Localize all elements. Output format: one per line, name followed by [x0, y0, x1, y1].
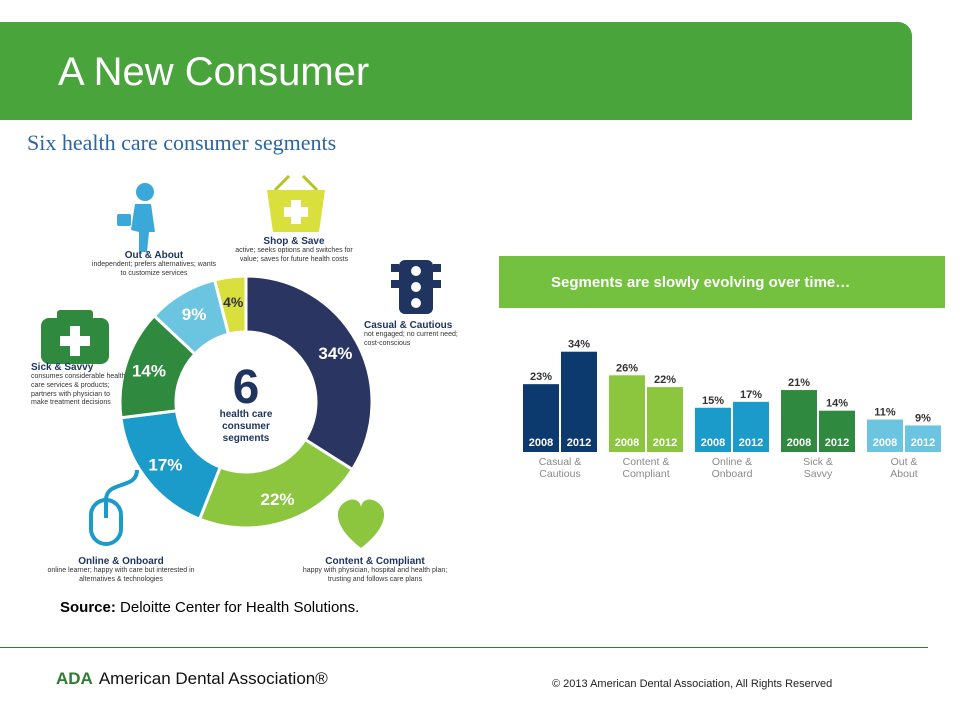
segment-name: Casual & Cautious	[364, 320, 453, 331]
bar-value-label: 21%	[788, 377, 810, 389]
bar-value-label: 22%	[654, 374, 676, 386]
computer-mouse-icon	[89, 469, 139, 546]
category-label: Onboard	[712, 468, 753, 480]
segment-name: Online & Onboard	[78, 556, 164, 567]
footer-divider	[0, 647, 928, 648]
trend-bar	[695, 407, 731, 452]
donut-slice	[197, 437, 355, 530]
trend-bar	[561, 351, 597, 452]
donut-center-text-line: segments	[223, 433, 270, 444]
donut-slice-label: 17%	[148, 456, 182, 475]
walking-person-icon	[117, 183, 155, 252]
donut-slice-label: 34%	[318, 344, 352, 363]
bar-value-label: 9%	[915, 412, 931, 424]
category-label: Content &	[623, 456, 670, 468]
category-label: Cautious	[539, 468, 580, 480]
segments-donut-chart: 34%22%17%14%9%4% 6 health care consumer …	[41, 174, 441, 548]
bar-year-label: 2008	[615, 437, 639, 449]
donut-center-number: 6	[233, 361, 260, 414]
bar-value-label: 23%	[530, 371, 552, 383]
bar-value-label: 15%	[702, 395, 724, 407]
bar-year-label: 2008	[701, 437, 725, 449]
trend-bar-chart: 2008 23% 2012 34% Casual &Cautious 2008 26% 201…	[523, 339, 941, 480]
segment-description: not engaged; no current need; cost-consc…	[364, 331, 458, 347]
category-label: Out &	[891, 456, 918, 468]
title-bar	[0, 22, 912, 120]
trend-chart-panel: Segments are slowly evolving over time… …	[499, 256, 945, 484]
trend-bar	[523, 384, 559, 452]
bar-year-label: 2012	[911, 437, 935, 449]
segments-infographic: Six health care consumer segments 34% 22%…	[17, 120, 479, 590]
category-label: Casual &	[539, 456, 582, 468]
donut-slice-label: 14%	[132, 361, 166, 380]
donut-slice	[244, 274, 374, 472]
bar-value-label: 17%	[740, 389, 762, 401]
bar-year-label: 2012	[567, 437, 591, 449]
segment-description: consumes considerable health care servic…	[31, 373, 126, 407]
bar-year-label: 2008	[529, 437, 553, 449]
segment-label: Shop & Save active; seeks options and sw…	[235, 236, 353, 265]
segment-name: Sick & Savvy	[31, 362, 94, 373]
donut-slice	[212, 274, 248, 337]
bar-value-label: 34%	[568, 339, 590, 351]
bar-year-label: 2008	[873, 437, 897, 449]
heart-icon	[337, 499, 385, 548]
trend-bar	[733, 401, 769, 452]
trend-bar	[647, 387, 683, 452]
slide-title: A New Consumer	[58, 50, 370, 94]
source-text: Deloitte Center for Health Solutions.	[115, 599, 360, 616]
trend-bar	[905, 425, 941, 452]
ada-logo-name: American Dental Association®	[98, 669, 328, 688]
source-citation: Source: Deloitte Center for Health Solut…	[60, 599, 359, 616]
copyright-notice: © 2013 American Dental Association, All …	[552, 678, 833, 690]
bar-year-label: 2012	[825, 437, 849, 449]
donut-slice-label: 4%	[223, 294, 244, 310]
trend-bar	[867, 419, 903, 452]
segment-name: Out & About	[124, 250, 184, 261]
donut-center-text-line: consumer	[222, 421, 270, 432]
donut-slice-label: 9%	[182, 305, 207, 324]
segment-label: Out & About independent; prefers alterna…	[89, 250, 219, 279]
trend-chart-banner	[499, 256, 945, 308]
segment-label: Casual & Cautious not engaged; no curren…	[364, 320, 464, 349]
ada-logo-abbr: ADA	[56, 669, 93, 688]
donut-slice-label: 22%	[261, 490, 295, 509]
bar-value-label: 26%	[616, 362, 638, 374]
trend-bar	[819, 410, 855, 452]
medical-kit-icon	[41, 310, 109, 364]
category-label: About	[890, 468, 918, 480]
segment-description: happy with physician, hospital and healt…	[302, 567, 448, 583]
segment-label: Content & Compliant happy with physician…	[297, 556, 453, 585]
segment-description: online learner; happy with care but inte…	[47, 567, 195, 583]
segment-name: Content & Compliant	[325, 556, 425, 567]
segment-name: Shop & Save	[263, 236, 325, 247]
category-label: Sick &	[803, 456, 833, 468]
shopping-basket-icon	[267, 174, 325, 232]
ada-logo: ADA American Dental Association®	[56, 669, 328, 689]
donut-center-text-line: health care	[220, 409, 273, 420]
segment-description: independent; prefers alternatives; wants…	[91, 261, 217, 277]
segment-label: Online & Onboard online learner; happy w…	[47, 556, 195, 585]
source-label: Source:	[60, 599, 116, 616]
bar-year-label: 2012	[653, 437, 677, 449]
bar-year-label: 2012	[739, 437, 763, 449]
trend-bar	[609, 375, 645, 452]
trend-chart-title: Segments are slowly evolving over time…	[551, 274, 851, 291]
bar-value-label: 14%	[826, 398, 848, 410]
bar-year-label: 2008	[787, 437, 811, 449]
trend-bar	[781, 390, 817, 452]
infographic-title: Six health care consumer segments	[27, 130, 337, 155]
traffic-light-icon	[391, 260, 441, 314]
segment-description: active; seeks options and switches for v…	[235, 247, 353, 263]
category-label: Savvy	[804, 468, 833, 480]
category-label: Online &	[712, 456, 752, 468]
bar-value-label: 11%	[874, 407, 896, 419]
segment-label: Sick & Savvy consumes considerable healt…	[31, 362, 129, 408]
category-label: Compliant	[622, 468, 669, 480]
